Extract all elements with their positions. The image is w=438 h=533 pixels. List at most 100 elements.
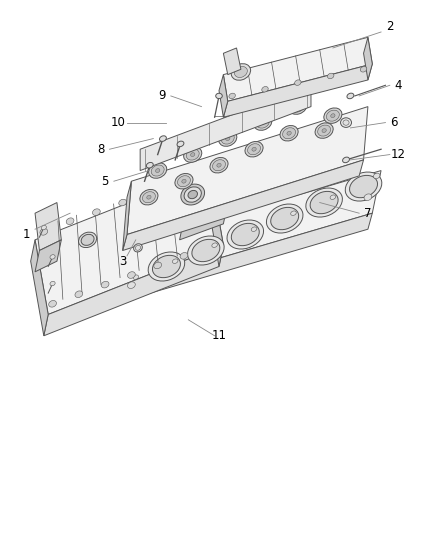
Ellipse shape	[135, 245, 141, 251]
Text: 5: 5	[102, 175, 109, 188]
Polygon shape	[114, 213, 372, 304]
Ellipse shape	[374, 173, 380, 179]
Ellipse shape	[231, 223, 259, 246]
Ellipse shape	[226, 136, 230, 141]
Ellipse shape	[221, 133, 234, 144]
Ellipse shape	[331, 114, 335, 118]
Ellipse shape	[341, 118, 352, 127]
Ellipse shape	[151, 165, 164, 176]
Ellipse shape	[330, 195, 336, 199]
Text: 8: 8	[97, 143, 104, 156]
Ellipse shape	[210, 157, 228, 173]
Ellipse shape	[271, 207, 299, 230]
Ellipse shape	[215, 93, 222, 99]
Ellipse shape	[295, 173, 301, 179]
Polygon shape	[223, 37, 372, 101]
Text: 1: 1	[22, 228, 30, 241]
Ellipse shape	[324, 108, 342, 124]
Ellipse shape	[212, 243, 217, 247]
Ellipse shape	[171, 181, 179, 187]
Ellipse shape	[177, 141, 184, 147]
Ellipse shape	[231, 63, 251, 80]
Ellipse shape	[140, 189, 158, 205]
Ellipse shape	[255, 189, 261, 195]
Polygon shape	[140, 85, 311, 171]
Ellipse shape	[191, 152, 195, 157]
Ellipse shape	[182, 179, 186, 183]
Ellipse shape	[155, 168, 160, 173]
Text: 7: 7	[364, 207, 372, 220]
Ellipse shape	[322, 128, 326, 133]
Polygon shape	[35, 203, 61, 251]
Ellipse shape	[186, 149, 199, 160]
Polygon shape	[118, 171, 381, 288]
Polygon shape	[123, 181, 131, 251]
Ellipse shape	[287, 131, 291, 135]
Ellipse shape	[41, 225, 46, 230]
Ellipse shape	[192, 239, 220, 262]
Ellipse shape	[180, 253, 188, 259]
Ellipse shape	[234, 67, 247, 77]
Ellipse shape	[283, 128, 296, 139]
Polygon shape	[219, 75, 228, 117]
Polygon shape	[223, 48, 241, 75]
Ellipse shape	[217, 163, 221, 167]
Ellipse shape	[152, 255, 180, 278]
Ellipse shape	[40, 229, 48, 235]
Ellipse shape	[216, 205, 222, 211]
Polygon shape	[31, 240, 48, 336]
Ellipse shape	[49, 301, 57, 307]
Polygon shape	[123, 160, 364, 251]
Ellipse shape	[127, 272, 135, 278]
Ellipse shape	[101, 281, 109, 288]
Polygon shape	[114, 245, 127, 304]
Polygon shape	[127, 107, 368, 235]
Ellipse shape	[145, 190, 153, 196]
Ellipse shape	[219, 131, 237, 147]
Ellipse shape	[262, 86, 268, 92]
Ellipse shape	[360, 67, 367, 72]
Ellipse shape	[306, 188, 343, 217]
Ellipse shape	[280, 125, 298, 141]
Ellipse shape	[119, 199, 127, 206]
Ellipse shape	[326, 110, 339, 121]
Polygon shape	[364, 37, 372, 80]
Ellipse shape	[137, 237, 143, 243]
Text: 3: 3	[119, 255, 126, 268]
Text: 6: 6	[390, 116, 398, 129]
Ellipse shape	[343, 120, 349, 125]
Ellipse shape	[295, 80, 301, 85]
Ellipse shape	[184, 187, 201, 202]
Ellipse shape	[173, 259, 178, 263]
Ellipse shape	[146, 163, 153, 168]
Ellipse shape	[127, 282, 135, 288]
Ellipse shape	[188, 190, 198, 199]
Ellipse shape	[252, 147, 256, 151]
Text: 11: 11	[212, 329, 226, 342]
Ellipse shape	[296, 104, 300, 109]
Polygon shape	[223, 64, 372, 117]
Ellipse shape	[251, 227, 257, 231]
Ellipse shape	[50, 281, 55, 286]
Ellipse shape	[92, 209, 100, 215]
Ellipse shape	[148, 163, 167, 179]
Ellipse shape	[212, 160, 226, 171]
Ellipse shape	[227, 220, 264, 249]
Ellipse shape	[245, 141, 263, 157]
Ellipse shape	[328, 73, 334, 79]
Text: 9: 9	[158, 90, 166, 102]
Polygon shape	[35, 240, 61, 272]
Ellipse shape	[289, 99, 307, 115]
Ellipse shape	[177, 176, 191, 187]
Ellipse shape	[247, 144, 261, 155]
Ellipse shape	[159, 136, 166, 141]
Polygon shape	[44, 245, 223, 336]
Ellipse shape	[181, 184, 205, 205]
Ellipse shape	[148, 252, 185, 281]
Ellipse shape	[66, 218, 74, 224]
Ellipse shape	[133, 275, 138, 279]
Ellipse shape	[134, 244, 142, 252]
Ellipse shape	[291, 211, 296, 215]
Polygon shape	[35, 171, 223, 314]
Ellipse shape	[142, 192, 155, 203]
